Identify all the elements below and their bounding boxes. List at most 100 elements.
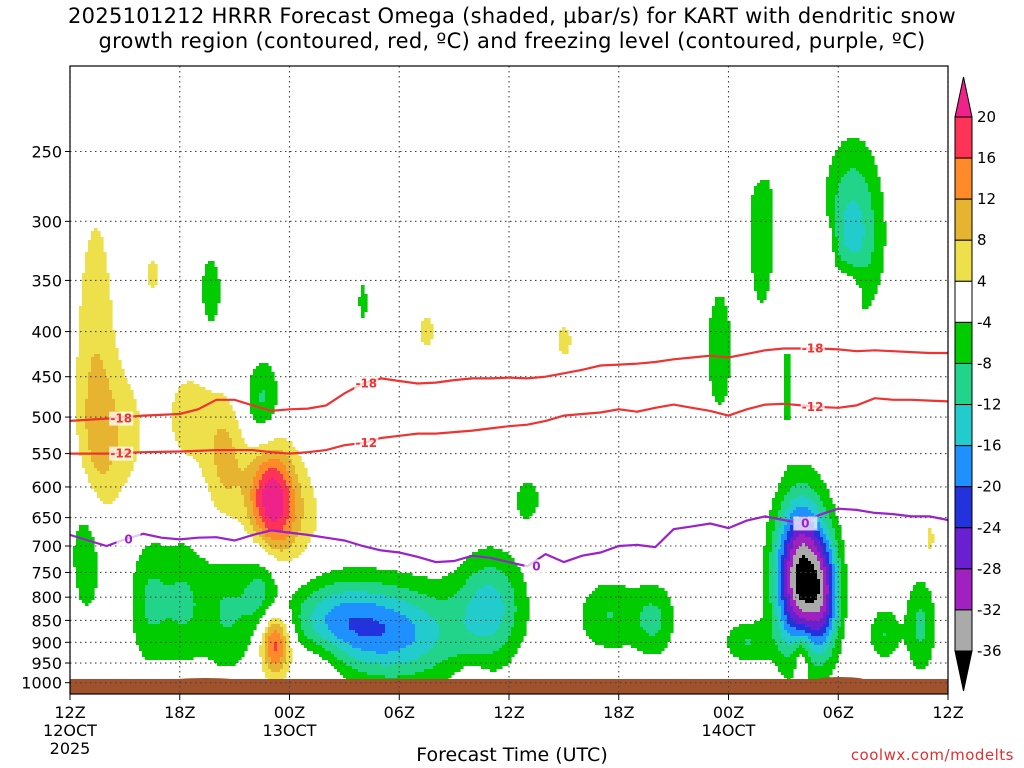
omega-cell — [793, 531, 797, 540]
omega-cell — [115, 411, 119, 447]
omega-cell — [529, 483, 533, 516]
omega-cell — [343, 582, 347, 591]
omega-cell — [283, 624, 287, 636]
colorbar-bin — [954, 157, 973, 200]
omega-cell — [322, 573, 326, 588]
omega-cell — [220, 393, 224, 429]
omega-cell — [793, 510, 797, 519]
omega-cell — [787, 354, 791, 420]
omega-cell — [190, 591, 194, 618]
omega-cell — [373, 663, 377, 675]
omega-cell — [505, 552, 509, 576]
omega-cell — [406, 603, 410, 618]
omega-cell — [400, 588, 404, 600]
omega-cell — [829, 642, 833, 657]
omega-cell — [784, 495, 788, 510]
omega-cell — [361, 582, 365, 591]
omega-cell — [247, 615, 251, 645]
omega-cell — [277, 618, 281, 624]
omega-cell — [136, 561, 140, 645]
omega-cell — [820, 606, 824, 618]
omega-cell — [385, 666, 389, 678]
omega-cell — [262, 390, 266, 402]
omega-cell — [586, 597, 590, 636]
omega-cell — [367, 603, 371, 618]
omega-cell — [361, 567, 365, 582]
omega-cell — [352, 648, 356, 657]
x-tick-label: 18Z — [603, 703, 634, 722]
omega-cell — [427, 669, 431, 687]
omega-cell — [319, 645, 323, 657]
y-tick-label: 550 — [31, 445, 62, 464]
omega-cell — [766, 522, 770, 660]
omega-cell — [796, 498, 800, 507]
omega-cell — [256, 564, 260, 579]
omega-cell — [367, 636, 371, 651]
omega-cell — [73, 546, 77, 567]
omega-cell — [652, 636, 656, 654]
omega-cell — [841, 141, 845, 177]
credit-link[interactable]: coolwx.com/modelts — [850, 746, 1014, 764]
contour-label: -18 — [355, 376, 377, 390]
omega-cell — [196, 384, 200, 462]
omega-cell — [796, 465, 800, 483]
omega-cell — [337, 606, 341, 639]
omega-cell — [376, 654, 380, 663]
omega-cell — [799, 483, 803, 495]
omega-cell — [808, 639, 812, 648]
omega-cell — [523, 582, 527, 636]
omega-cell — [829, 549, 833, 564]
omega-cell — [790, 654, 794, 678]
omega-cell — [583, 603, 587, 630]
omega-cell — [823, 555, 827, 567]
omega-cell — [790, 513, 794, 525]
omega-cell — [820, 501, 824, 516]
omega-cell — [88, 531, 92, 603]
omega-cell — [187, 585, 191, 621]
colorbar-bin — [954, 609, 973, 652]
omega-cell — [451, 573, 455, 597]
omega-cell — [490, 585, 494, 636]
colorbar-label: -32 — [977, 601, 1002, 619]
omega-cell — [808, 498, 812, 510]
omega-cell — [814, 528, 818, 537]
omega-cell — [817, 579, 821, 594]
omega-cell — [784, 615, 788, 630]
omega-cell — [307, 477, 311, 543]
omega-cell — [280, 474, 284, 489]
omega-cell — [301, 462, 305, 498]
omega-cell — [610, 585, 614, 612]
omega-cell — [226, 627, 230, 666]
omega-cell — [433, 597, 437, 618]
omega-cell — [760, 618, 764, 660]
omega-cell — [403, 573, 407, 588]
omega-cell — [313, 579, 317, 591]
omega-cell — [799, 636, 803, 639]
omega-cell — [367, 582, 371, 594]
omega-cell — [331, 585, 335, 594]
omega-cell — [226, 564, 230, 597]
omega-cell — [784, 354, 788, 420]
omega-cell — [307, 639, 311, 651]
omega-cell — [361, 618, 365, 636]
omega-cell — [352, 591, 356, 603]
omega-cell — [241, 615, 245, 657]
omega-cell — [781, 600, 785, 621]
omega-cell — [469, 576, 473, 600]
omega-cell — [817, 666, 821, 684]
omega-cell — [187, 621, 191, 660]
omega-cell — [808, 648, 812, 657]
omega-cell — [220, 429, 224, 483]
omega-cell — [157, 543, 161, 579]
omega-cell — [796, 648, 800, 657]
colorbar-under-arrow — [954, 650, 973, 692]
omega-cell — [271, 549, 275, 555]
omega-cell — [277, 519, 281, 531]
omega-cell — [223, 597, 227, 627]
omega-cell — [829, 564, 833, 618]
omega-cell — [265, 444, 269, 453]
omega-cell — [103, 474, 107, 504]
omega-cell — [271, 618, 275, 624]
omega-cell — [769, 510, 773, 552]
omega-cell — [817, 645, 821, 654]
